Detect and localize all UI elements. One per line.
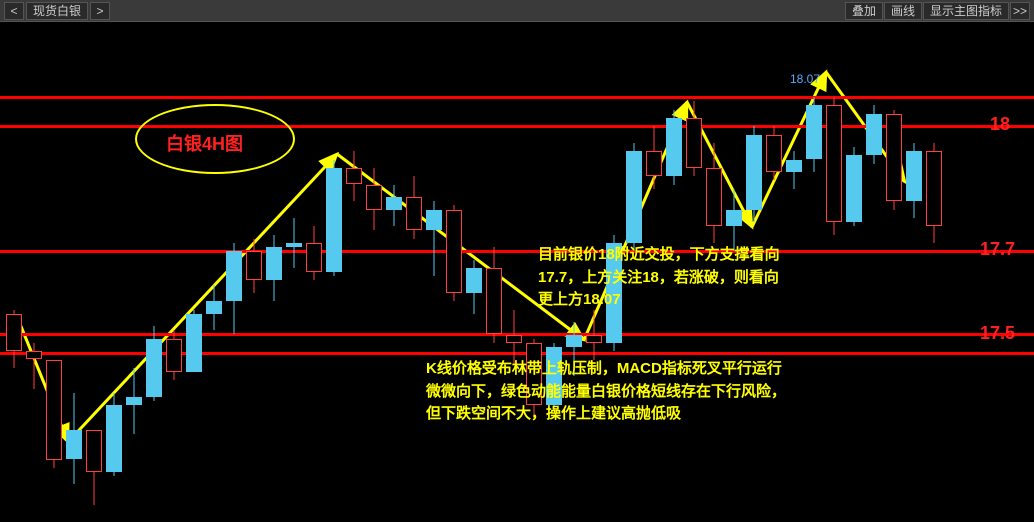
candle: [226, 22, 242, 522]
candle: [506, 22, 522, 522]
candle: [846, 22, 862, 522]
candle: [86, 22, 102, 522]
candle: [466, 22, 482, 522]
candle: [166, 22, 182, 522]
candle: [286, 22, 302, 522]
candle: [246, 22, 262, 522]
show-main-indicator-button[interactable]: 显示主图指标: [923, 2, 1009, 20]
chart-title-label: 白银4H图: [166, 130, 243, 156]
candle: [886, 22, 902, 522]
candle: [6, 22, 22, 522]
candle: [346, 22, 362, 522]
candle: [186, 22, 202, 522]
toolbar-left: < 现货白银 >: [4, 2, 110, 20]
overlay-button[interactable]: 叠加: [845, 2, 883, 20]
candle: [306, 22, 322, 522]
price-label: 17.7: [980, 239, 1015, 260]
candle: [906, 22, 922, 522]
candle: [66, 22, 82, 522]
symbol-title-button[interactable]: 现货白银: [26, 2, 88, 20]
candle: [446, 22, 462, 522]
price-label: 17.5: [980, 323, 1015, 344]
candle: [486, 22, 502, 522]
price-label: 18: [990, 114, 1010, 135]
candle: [826, 22, 842, 522]
annotation-text-1: K线价格受布林带上轨压制，MACD指标死叉平行运行微微向下，绿色动能能量白银价格…: [426, 358, 786, 426]
candle: [326, 22, 342, 522]
candle: [866, 22, 882, 522]
candle: [786, 22, 802, 522]
candle: [266, 22, 282, 522]
candle: [126, 22, 142, 522]
candle: [426, 22, 442, 522]
prev-button[interactable]: <: [4, 2, 24, 20]
next-button[interactable]: >: [90, 2, 110, 20]
candle: [406, 22, 422, 522]
candle: [46, 22, 62, 522]
toolbar: < 现货白银 > 叠加 画线 显示主图指标 >>: [0, 0, 1034, 22]
toolbar-right: 叠加 画线 显示主图指标 >>: [845, 2, 1030, 20]
candle: [146, 22, 162, 522]
candle: [106, 22, 122, 522]
chart-area[interactable]: 18 17.7 17.5 白银4H图 18.07 目前银价18附近交投，下方支撑看向17.…: [0, 22, 1034, 522]
candle: [926, 22, 942, 522]
candle: [206, 22, 222, 522]
candle: [806, 22, 822, 522]
candle: [26, 22, 42, 522]
candle: [366, 22, 382, 522]
annotation-text-0: 目前银价18附近交投，下方支撑看向17.7，上方关注18，若涨破，则看向更上方1…: [538, 244, 780, 312]
more-button[interactable]: >>: [1010, 2, 1030, 20]
drawline-button[interactable]: 画线: [884, 2, 922, 20]
candle: [386, 22, 402, 522]
high-price-marker: 18.07: [790, 72, 820, 86]
